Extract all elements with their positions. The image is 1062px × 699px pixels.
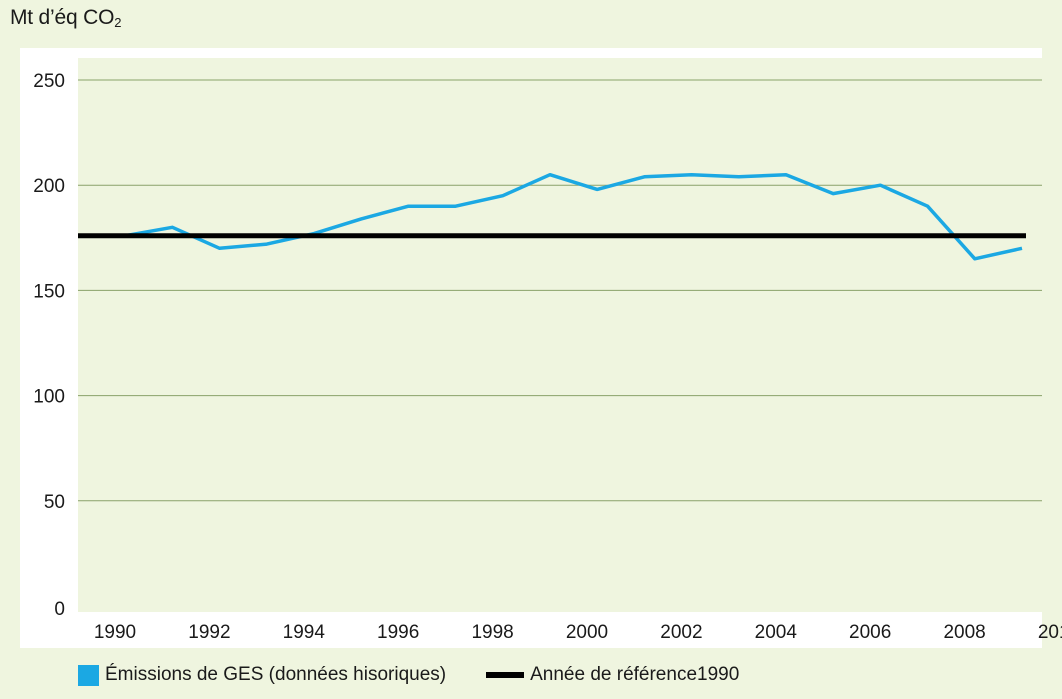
legend-item-emissions: Émissions de GES (données hisoriques) bbox=[78, 664, 446, 686]
legend-label-emissions: Émissions de GES (données hisoriques) bbox=[105, 664, 447, 685]
legend-label-reference: Année de référence1990 bbox=[530, 664, 740, 685]
plot-area bbox=[78, 58, 1042, 612]
y-tick-label: 0 bbox=[54, 599, 65, 620]
series-group bbox=[78, 172, 1026, 261]
y-axis: 0 50 100 150 200 250 bbox=[33, 71, 65, 620]
x-tick-label: 1994 bbox=[283, 622, 326, 643]
legend-swatch-emissions bbox=[78, 664, 99, 686]
x-tick-label: 2002 bbox=[660, 622, 702, 643]
x-tick-label: 1996 bbox=[377, 622, 419, 643]
x-tick-label: 2000 bbox=[566, 622, 608, 643]
y-tick-label: 50 bbox=[44, 492, 65, 513]
x-tick-label: 1990 bbox=[94, 622, 136, 643]
y-tick-label: 100 bbox=[33, 387, 65, 408]
series-line-emissions bbox=[78, 172, 1023, 261]
x-tick-label: 2010 bbox=[1038, 622, 1062, 643]
legend-swatch-reference bbox=[486, 672, 525, 678]
x-axis-band bbox=[78, 616, 1042, 648]
x-tick-label: 2004 bbox=[755, 622, 798, 643]
y-axis-unit-label: Mt d’éq CO2 bbox=[10, 6, 122, 30]
x-tick-label: 1992 bbox=[188, 622, 230, 643]
x-tick-label: 2006 bbox=[849, 622, 891, 643]
y-tick-label: 250 bbox=[33, 71, 65, 92]
x-tick-label: 2008 bbox=[943, 622, 985, 643]
x-tick-label: 1998 bbox=[471, 622, 513, 643]
x-axis: 1990 1992 1994 1996 1998 2000 2002 2004 2006 2008… bbox=[78, 616, 1062, 648]
legend: Émissions de GES (données hisoriques) An… bbox=[78, 664, 779, 686]
y-tick-label: 150 bbox=[33, 281, 65, 302]
y-tick-label: 200 bbox=[33, 176, 65, 197]
legend-item-reference: Année de référence1990 bbox=[486, 664, 739, 686]
